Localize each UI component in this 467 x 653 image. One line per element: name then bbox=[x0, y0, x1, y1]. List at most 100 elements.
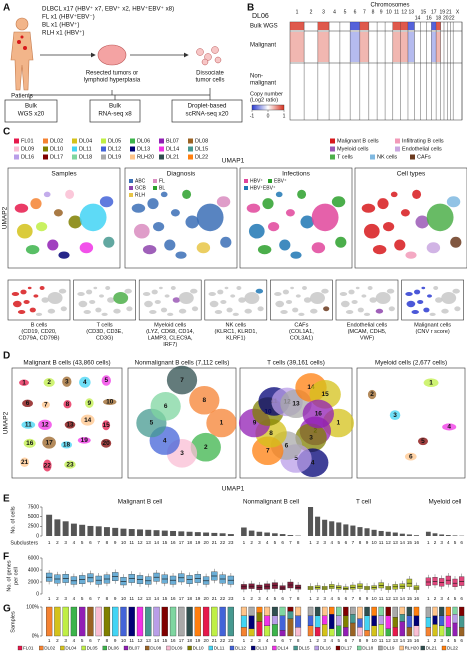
row-label: Bulk WGS bbox=[250, 24, 278, 30]
umap-cluster bbox=[418, 437, 428, 446]
subcluster-label: 11 bbox=[379, 596, 384, 601]
umap-cluster bbox=[405, 251, 417, 259]
umap-cluster bbox=[300, 215, 314, 229]
heatmap-frame bbox=[289, 21, 463, 121]
subcluster-label: 13 bbox=[393, 540, 399, 545]
composition-segment bbox=[194, 606, 201, 637]
composition-segment bbox=[202, 606, 210, 637]
cluster-label: 1 bbox=[220, 420, 224, 427]
cohort-text: RLH x1 (HBV⁺) bbox=[42, 30, 84, 37]
subcluster-label: 7 bbox=[97, 638, 100, 643]
output-label: Bulk bbox=[109, 103, 122, 110]
cnv-bulk bbox=[350, 22, 360, 30]
legend-swatch bbox=[159, 154, 164, 160]
subcluster-label: 16 bbox=[170, 540, 176, 545]
legend-swatch bbox=[244, 179, 248, 183]
cluster-label: 3 bbox=[393, 412, 397, 419]
umap-cluster bbox=[355, 286, 360, 290]
cluster-label: 3 bbox=[180, 450, 184, 457]
subcluster-label: 20 bbox=[204, 638, 210, 643]
umap-cluster bbox=[361, 294, 367, 298]
legend-label: ABC bbox=[135, 178, 146, 184]
box bbox=[413, 585, 420, 590]
legend-swatch bbox=[314, 645, 319, 651]
cluster-label: 5 bbox=[150, 420, 154, 427]
cluster-label: 5 bbox=[104, 377, 108, 384]
umap-cluster bbox=[331, 196, 346, 208]
composition-segment bbox=[321, 606, 328, 616]
subcluster-label: 18 bbox=[187, 540, 193, 545]
marker-label: B cells bbox=[31, 322, 48, 328]
subcluster-label: 5 bbox=[274, 638, 277, 643]
subcluster-label: 1 bbox=[309, 596, 312, 601]
subcluster-label: 5 bbox=[454, 596, 457, 601]
umap-cluster bbox=[375, 292, 391, 304]
umap-cluster bbox=[178, 308, 187, 314]
umap-cluster bbox=[39, 286, 45, 290]
subcluster-label: 6 bbox=[460, 596, 463, 601]
chromosome-label: 7 bbox=[363, 9, 366, 15]
umap-cluster bbox=[60, 306, 67, 312]
umap-cluster bbox=[25, 245, 40, 255]
cluster-label: 15 bbox=[322, 391, 330, 398]
bar bbox=[241, 527, 247, 536]
box bbox=[279, 585, 286, 590]
composition-segment bbox=[392, 627, 398, 637]
umap-cluster bbox=[182, 189, 192, 199]
bar bbox=[112, 527, 119, 536]
subcluster-label: 20 bbox=[204, 596, 210, 601]
subcluster-label: 2 bbox=[434, 540, 437, 545]
composition-segment bbox=[314, 606, 321, 616]
bar bbox=[307, 507, 314, 536]
composition-segment bbox=[392, 606, 398, 618]
subcluster-label: 2 bbox=[434, 638, 437, 643]
legend-swatch bbox=[130, 146, 135, 152]
composition-segment bbox=[392, 617, 398, 628]
marker-label: NK cells bbox=[226, 322, 247, 328]
composition-segment bbox=[371, 625, 377, 637]
colorbar-title: Copy number bbox=[250, 91, 283, 97]
composition-segment bbox=[406, 627, 413, 637]
umap-cluster bbox=[302, 286, 307, 290]
composition-segment bbox=[452, 606, 458, 615]
composition-segment bbox=[336, 615, 342, 627]
legend-label: RLH20 bbox=[405, 646, 420, 651]
legend-swatch bbox=[130, 154, 135, 160]
composition-segment bbox=[357, 618, 363, 628]
cluster-label: 11 bbox=[25, 422, 32, 429]
umap-cluster bbox=[303, 297, 312, 303]
legend-label: BL bbox=[159, 185, 165, 191]
subcluster-label: 14 bbox=[400, 540, 406, 545]
umap-cluster bbox=[255, 288, 264, 294]
umap-cluster bbox=[80, 414, 95, 426]
subcluster-label: 3 bbox=[440, 596, 443, 601]
composition-segment bbox=[406, 615, 413, 628]
umap-cluster bbox=[340, 300, 350, 308]
subcluster-label: 9 bbox=[366, 638, 369, 643]
subcluster-label: 11 bbox=[379, 540, 384, 545]
step-label: Dissociate bbox=[196, 71, 224, 77]
umap-cluster bbox=[113, 308, 121, 314]
subcluster-label: 3 bbox=[258, 596, 261, 601]
subcluster-label: 11 bbox=[129, 540, 134, 545]
marker-label: (CNV r score) bbox=[416, 329, 450, 335]
chromosome-label: 13 bbox=[408, 9, 414, 15]
legend-swatch bbox=[410, 154, 415, 160]
subcluster-label: 12 bbox=[137, 596, 143, 601]
composition-segment bbox=[287, 618, 294, 637]
subcluster-label: 5 bbox=[81, 540, 84, 545]
subcluster-label: 4 bbox=[73, 596, 76, 601]
umap-cluster bbox=[282, 289, 289, 295]
subcluster-label: 8 bbox=[297, 596, 300, 601]
subcluster-label: 8 bbox=[297, 638, 300, 643]
composition-segment bbox=[256, 621, 263, 637]
output-box bbox=[171, 99, 243, 123]
bar bbox=[54, 519, 61, 536]
legend-label: FL01 bbox=[23, 646, 34, 651]
composition-segment bbox=[413, 615, 420, 627]
legend-label: EBV⁺ bbox=[274, 178, 287, 184]
subcluster-label: 1 bbox=[427, 540, 430, 545]
umap-cluster bbox=[292, 307, 299, 313]
composition-segment bbox=[459, 627, 465, 637]
subcluster-label: 21 bbox=[212, 638, 218, 643]
